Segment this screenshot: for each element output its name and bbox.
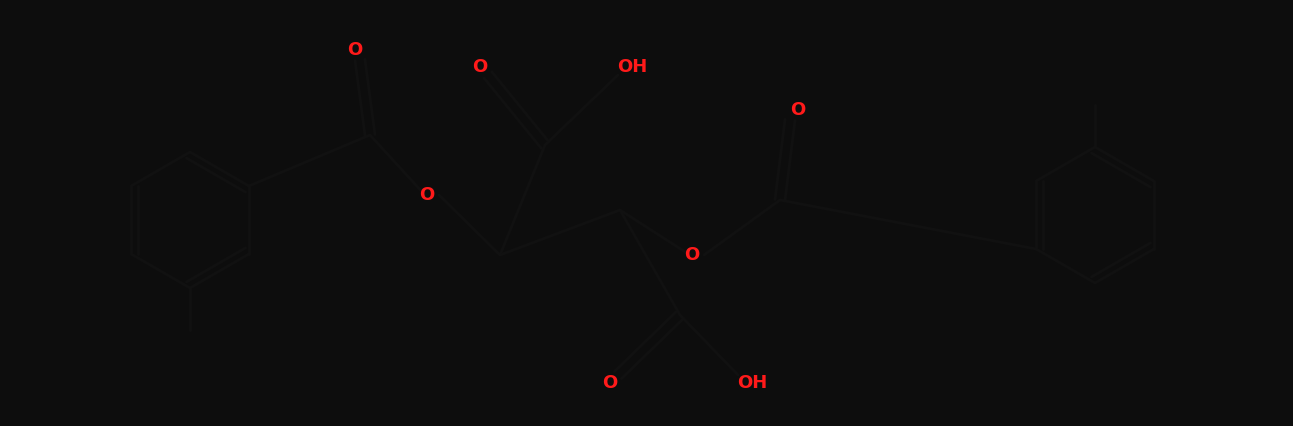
Text: OH: OH	[737, 374, 767, 392]
Text: OH: OH	[617, 58, 646, 76]
Text: O: O	[348, 41, 362, 59]
Text: O: O	[472, 58, 487, 76]
Text: O: O	[684, 246, 700, 264]
Text: O: O	[419, 186, 434, 204]
Text: O: O	[790, 101, 806, 119]
Text: O: O	[603, 374, 618, 392]
